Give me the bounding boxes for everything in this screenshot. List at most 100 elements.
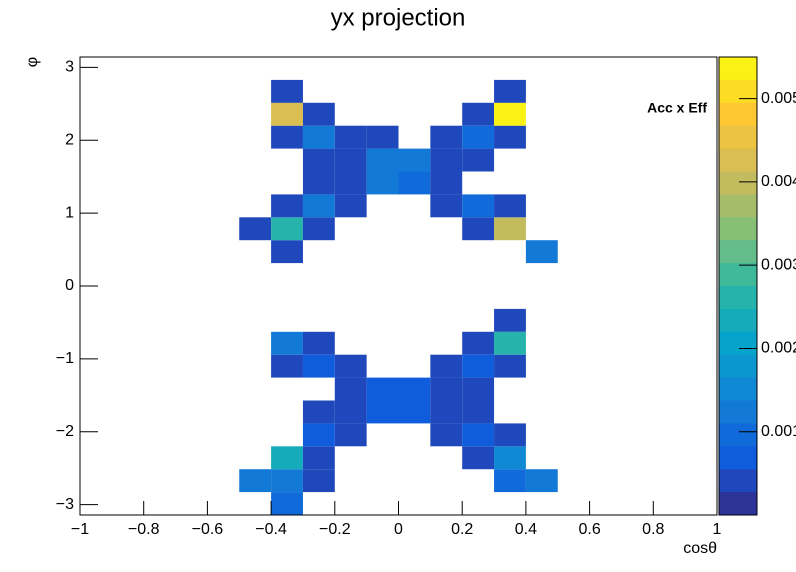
cell (430, 423, 463, 447)
cell (302, 102, 335, 126)
cell (334, 400, 367, 424)
x-tick-label: 0.4 (515, 521, 537, 538)
cell (302, 217, 335, 241)
cell (271, 492, 303, 515)
y-tick-label: 0 (65, 277, 74, 294)
cell (334, 423, 367, 447)
cell (366, 400, 399, 424)
cell (271, 194, 303, 218)
x-tick-label: −0.4 (255, 521, 287, 538)
x-tick-label: −1 (71, 521, 89, 538)
x-tick-label: 0.6 (578, 521, 600, 538)
x-tick-label: −0.8 (128, 521, 160, 538)
cell (462, 148, 495, 172)
cell (525, 469, 558, 493)
cell (302, 171, 335, 195)
colorbar-band (719, 194, 757, 218)
cell (430, 171, 463, 195)
cell (366, 171, 399, 195)
cell (271, 469, 303, 493)
cell (302, 354, 335, 378)
cell (494, 308, 526, 332)
cell (494, 354, 526, 378)
cell (462, 400, 495, 424)
cell (462, 377, 495, 401)
colorbar-band (719, 125, 757, 150)
cell (430, 400, 463, 424)
cell (302, 148, 335, 172)
chart-title: yx projection (331, 4, 466, 31)
cell (462, 125, 495, 149)
y-tick-label: 3 (65, 59, 74, 76)
colorbar-band (719, 57, 757, 81)
cell (271, 354, 303, 378)
cell (334, 148, 367, 172)
x-axis-label: cosθ (683, 540, 717, 557)
cell (494, 79, 526, 103)
colorbar-band (719, 308, 757, 333)
cell (462, 331, 495, 355)
cell (494, 469, 526, 493)
cell (271, 125, 303, 149)
colorbar-band (719, 423, 757, 447)
cell (302, 400, 335, 424)
y-tick-label: 2 (65, 131, 74, 148)
cell (494, 331, 526, 355)
cell (271, 240, 303, 264)
cell (302, 423, 335, 447)
cell (462, 194, 495, 218)
cell (366, 377, 399, 401)
colorbar-band (719, 263, 757, 287)
cell (271, 102, 303, 126)
cell (494, 194, 526, 218)
cell (430, 148, 463, 172)
colorbar-band (719, 377, 757, 401)
x-tick-label: −0.2 (319, 521, 351, 538)
x-tick-label: −0.6 (192, 521, 224, 538)
x-tick-label: 1 (713, 521, 722, 538)
cell (430, 125, 463, 149)
cell (462, 102, 495, 126)
cell (302, 125, 335, 149)
cell (398, 377, 431, 401)
x-tick-label: 0 (394, 521, 403, 538)
cell (494, 423, 526, 447)
cell (239, 469, 272, 493)
cell (494, 125, 526, 149)
y-tick-label: −3 (56, 496, 74, 513)
cell (494, 102, 526, 126)
z-tick-label: 0.001 (761, 423, 796, 440)
cell (334, 171, 367, 195)
x-tick-label: 0.2 (451, 521, 473, 538)
colorbar-band (719, 79, 757, 104)
y-tick-label: −1 (56, 350, 74, 367)
colorbar-band (719, 400, 757, 424)
cell (302, 446, 335, 470)
cell (494, 217, 526, 241)
z-axis-label: Acc x Eff (647, 100, 707, 116)
z-tick-label: 0.002 (761, 340, 796, 357)
cell (398, 148, 431, 172)
y-tick-label: 1 (65, 204, 74, 221)
colorbar-band (719, 331, 757, 356)
cell (334, 354, 367, 378)
colorbar-band (719, 446, 757, 470)
cell (334, 194, 367, 218)
cell (430, 354, 463, 378)
cell (462, 217, 495, 241)
colorbar-band (719, 217, 757, 241)
cell (525, 240, 558, 264)
cell (462, 423, 495, 447)
z-tick-label: 0.004 (761, 173, 796, 190)
cell (334, 125, 367, 149)
cell (302, 194, 335, 218)
cell (462, 354, 495, 378)
colorbar-band (719, 469, 757, 493)
cell (398, 171, 431, 195)
colorbar-band (719, 171, 757, 195)
cell (271, 79, 303, 103)
cell (302, 331, 335, 355)
cell (398, 400, 431, 424)
z-tick-label: 0.005 (761, 90, 796, 107)
